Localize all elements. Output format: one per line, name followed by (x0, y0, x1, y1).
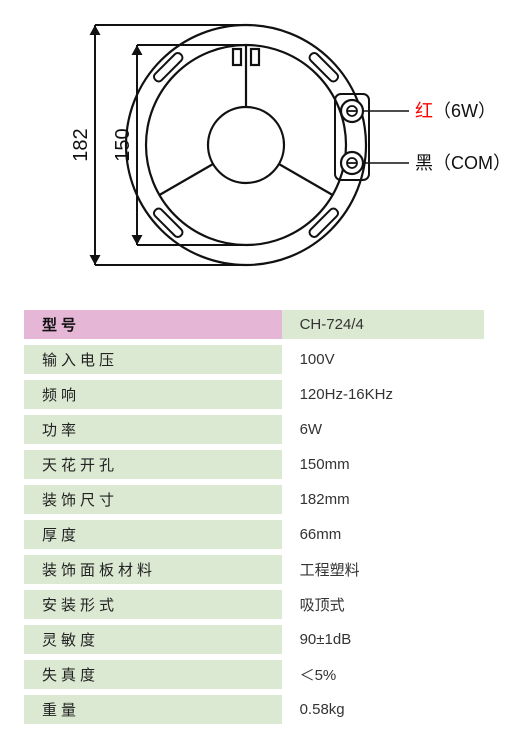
spec-label: 厚度 (24, 520, 282, 549)
svg-text:150: 150 (112, 128, 134, 161)
spec-row: 功率 6W (24, 415, 484, 444)
svg-text:红（6W）: 红（6W） (415, 101, 496, 121)
spec-row: 频响 120Hz-16KHz (24, 380, 484, 409)
spec-label: 装饰面板材料 (24, 555, 282, 584)
spec-value: ＜5% (282, 660, 484, 689)
spec-label: 天花开孔 (24, 450, 282, 479)
spec-value: 吸顶式 (282, 590, 484, 619)
spec-label: 重量 (24, 695, 282, 724)
svg-text:黑（COM）: 黑（COM） (415, 153, 508, 173)
spec-header-value: CH-724/4 (282, 310, 484, 339)
speaker-dimension-diagram: 红（6W） 黑（COM） 182 150 (0, 0, 508, 290)
spec-label: 装饰尺寸 (24, 485, 282, 514)
spec-value: 工程塑料 (282, 555, 484, 584)
spec-value: 150mm (282, 450, 484, 479)
spec-table-area: 型号 CH-724/4 输入电压 100V 频响 120Hz-16KHz 功率 … (0, 290, 508, 740)
spec-row: 安装形式 吸顶式 (24, 590, 484, 619)
spec-table: 型号 CH-724/4 输入电压 100V 频响 120Hz-16KHz 功率 … (24, 304, 484, 730)
spec-value: 100V (282, 345, 484, 374)
spec-label: 功率 (24, 415, 282, 444)
spec-row: 输入电压 100V (24, 345, 484, 374)
spec-row: 装饰面板材料 工程塑料 (24, 555, 484, 584)
spec-row: 天花开孔 150mm (24, 450, 484, 479)
spec-value: 182mm (282, 485, 484, 514)
spec-label: 安装形式 (24, 590, 282, 619)
spec-row: 灵敏度 90±1dB (24, 625, 484, 654)
spec-label: 输入电压 (24, 345, 282, 374)
spec-label: 失真度 (24, 660, 282, 689)
spec-label: 灵敏度 (24, 625, 282, 654)
spec-header-label: 型号 (24, 310, 282, 339)
spec-value: 66mm (282, 520, 484, 549)
spec-value: 120Hz-16KHz (282, 380, 484, 409)
svg-text:182: 182 (70, 128, 92, 161)
spec-value: 0.58kg (282, 695, 484, 724)
spec-row: 厚度 66mm (24, 520, 484, 549)
spec-row: 装饰尺寸 182mm (24, 485, 484, 514)
spec-row: 重量 0.58kg (24, 695, 484, 724)
spec-value: 6W (282, 415, 484, 444)
spec-row: 失真度 ＜5% (24, 660, 484, 689)
spec-value: 90±1dB (282, 625, 484, 654)
spec-label: 频响 (24, 380, 282, 409)
spec-header-row: 型号 CH-724/4 (24, 310, 484, 339)
